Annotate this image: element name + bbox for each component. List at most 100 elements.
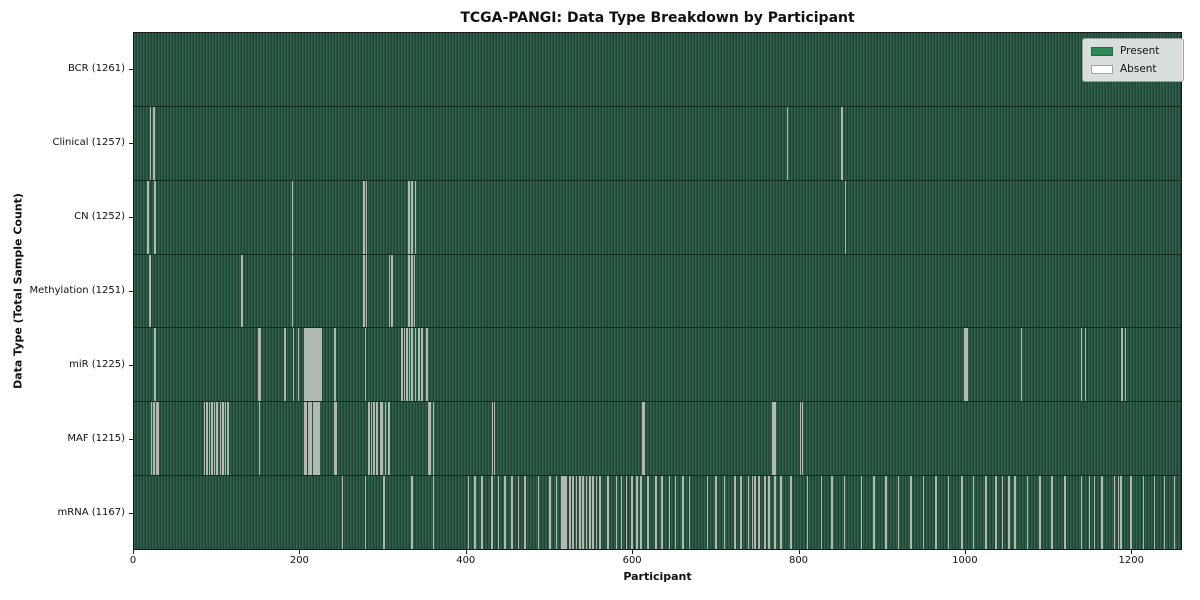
absent-mark	[774, 402, 776, 476]
xtick-mark	[1131, 550, 1133, 554]
absent-mark	[310, 328, 312, 402]
absent-mark	[411, 180, 413, 254]
absent-mark	[799, 402, 802, 476]
row-mrna	[134, 476, 1181, 550]
ytick-mark	[129, 513, 133, 514]
absent-mark	[364, 328, 367, 402]
absent-mark	[388, 254, 391, 328]
absent-mark	[734, 476, 736, 550]
absent-mark	[317, 328, 320, 402]
absent-mark	[801, 402, 804, 476]
absent-mark	[564, 476, 566, 550]
absent-mark	[504, 476, 506, 550]
absent-mark	[897, 476, 900, 550]
absent-mark	[555, 476, 558, 550]
absent-mark	[1080, 328, 1083, 402]
absent-mark	[259, 328, 261, 402]
absent-mark	[407, 254, 410, 328]
absent-mark	[370, 402, 373, 476]
absent-mark	[1121, 328, 1123, 402]
absent-mark	[965, 328, 968, 402]
absent-mark	[1153, 476, 1156, 550]
absent-mark	[216, 402, 218, 476]
absent-mark	[1039, 476, 1041, 550]
absent-mark	[308, 328, 310, 402]
absent-mark	[257, 328, 260, 402]
absent-mark	[831, 476, 834, 550]
absent-mark	[764, 476, 766, 550]
absent-mark	[843, 476, 846, 550]
xtick-label-400: 400	[456, 555, 476, 566]
absent-mark	[643, 402, 646, 476]
absent-mark	[922, 476, 925, 550]
absent-mark	[841, 106, 843, 180]
absent-mark	[373, 402, 375, 476]
absent-mark	[1001, 476, 1004, 550]
absent-mark	[585, 476, 588, 550]
absent-mark	[537, 476, 540, 550]
row-bcr	[134, 33, 1181, 107]
absent-mark	[575, 476, 578, 550]
ytick-label-maf: MAF (1215)	[67, 433, 125, 444]
absent-mark	[206, 402, 208, 476]
row-clinical	[134, 106, 1181, 181]
absent-mark	[1142, 476, 1145, 550]
absent-mark	[213, 402, 216, 476]
ytick-mark	[129, 69, 133, 70]
absent-mark	[1120, 476, 1122, 550]
absent-mark	[426, 328, 428, 402]
absent-mark	[222, 402, 224, 476]
absent-mark	[153, 402, 155, 476]
absent-mark	[647, 476, 649, 550]
absent-mark	[592, 476, 594, 550]
absent-mark	[365, 254, 368, 328]
absent-mark	[313, 328, 315, 402]
absent-mark	[1130, 476, 1132, 550]
absent-mark	[493, 402, 496, 476]
ytick-mark	[129, 143, 133, 144]
absent-mark	[631, 476, 633, 550]
chart-title: TCGA-PANGI: Data Type Breakdown by Parti…	[460, 10, 855, 26]
absent-mark	[153, 180, 156, 254]
absent-mark	[579, 476, 581, 550]
absent-mark	[1014, 476, 1016, 550]
absent-mark	[607, 476, 609, 550]
legend-swatch-absent	[1091, 64, 1113, 74]
absent-mark	[754, 476, 756, 550]
absent-mark	[411, 254, 413, 328]
absent-mark	[779, 476, 782, 550]
absent-mark	[310, 402, 313, 476]
legend-label: Absent	[1120, 63, 1157, 75]
legend: Present Absent	[1082, 38, 1184, 82]
xtick-mark	[133, 550, 134, 554]
absent-mark	[589, 476, 591, 550]
legend-item-absent: Absent	[1091, 63, 1175, 75]
absent-mark	[388, 402, 390, 476]
absent-mark	[560, 476, 563, 550]
ytick-mark	[129, 291, 133, 292]
absent-mark	[1117, 476, 1120, 550]
x-axis-label: Participant	[623, 570, 692, 583]
plot-area	[133, 32, 1182, 550]
absent-mark	[219, 402, 222, 476]
absent-mark	[314, 402, 316, 476]
ytick-mark	[129, 439, 133, 440]
ytick-label-cn: CN (1252)	[74, 211, 125, 222]
absent-mark	[403, 328, 406, 402]
absent-mark	[304, 328, 306, 402]
absent-mark	[640, 476, 643, 550]
absent-mark	[315, 328, 317, 402]
ytick-label-mir: miR (1225)	[69, 359, 125, 370]
absent-mark	[306, 328, 309, 402]
legend-item-present: Present	[1091, 45, 1175, 57]
xtick-mark	[465, 550, 467, 554]
absent-mark	[391, 254, 393, 328]
absent-mark	[681, 476, 684, 550]
legend-swatch-present	[1091, 46, 1113, 56]
absent-mark	[224, 402, 227, 476]
absent-mark	[413, 254, 416, 328]
row-methylation	[134, 254, 1181, 329]
absent-mark	[972, 476, 975, 550]
absent-mark	[860, 476, 863, 550]
